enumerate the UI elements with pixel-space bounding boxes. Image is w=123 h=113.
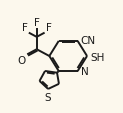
- Text: F: F: [46, 22, 52, 32]
- Text: F: F: [22, 22, 28, 32]
- Text: CN: CN: [81, 35, 96, 45]
- Text: N: N: [81, 67, 88, 76]
- Text: S: S: [45, 92, 51, 102]
- Text: F: F: [34, 18, 40, 27]
- Text: SH: SH: [90, 53, 104, 63]
- Text: O: O: [18, 55, 26, 65]
